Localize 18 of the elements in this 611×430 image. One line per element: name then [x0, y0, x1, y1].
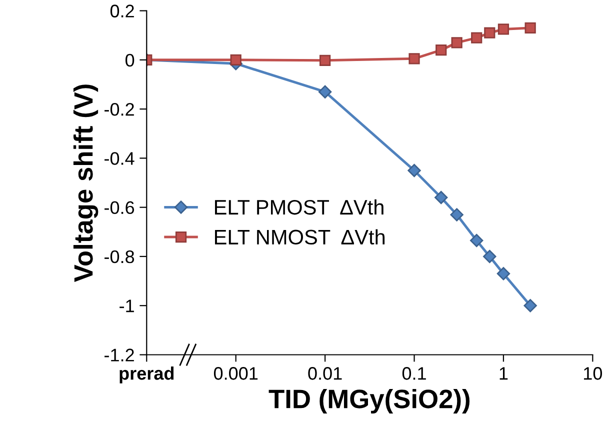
y-axis-title: Voltage shift (V) [73, 84, 98, 282]
y-tick-label: 0 [126, 54, 134, 67]
y-tick-label: -0.4 [104, 152, 134, 165]
y-tick-label: -0.8 [104, 250, 134, 264]
x-axis-title: TID (MGy(SiO2)) [268, 388, 470, 414]
x-tick-label: 10 [584, 367, 602, 380]
y-tick-label: 0.2 [110, 4, 134, 18]
y-tick-label: -0.2 [104, 102, 134, 116]
x-tick-label: 1 [500, 367, 508, 380]
y-tick-label: -0.6 [104, 201, 134, 214]
x-tick-label: 0.1 [402, 367, 426, 380]
legend-label: ELT NMOST ΔVth [215, 229, 385, 245]
x-tick-label: 0.001 [214, 367, 258, 380]
y-tick-label: -1.2 [104, 348, 134, 362]
x-tick-label: 0.01 [308, 367, 342, 380]
legend-label: ELT PMOST ΔVth [215, 199, 384, 215]
x-tick-label: prerad [120, 366, 174, 384]
y-tick-label: -1 [120, 300, 134, 312]
